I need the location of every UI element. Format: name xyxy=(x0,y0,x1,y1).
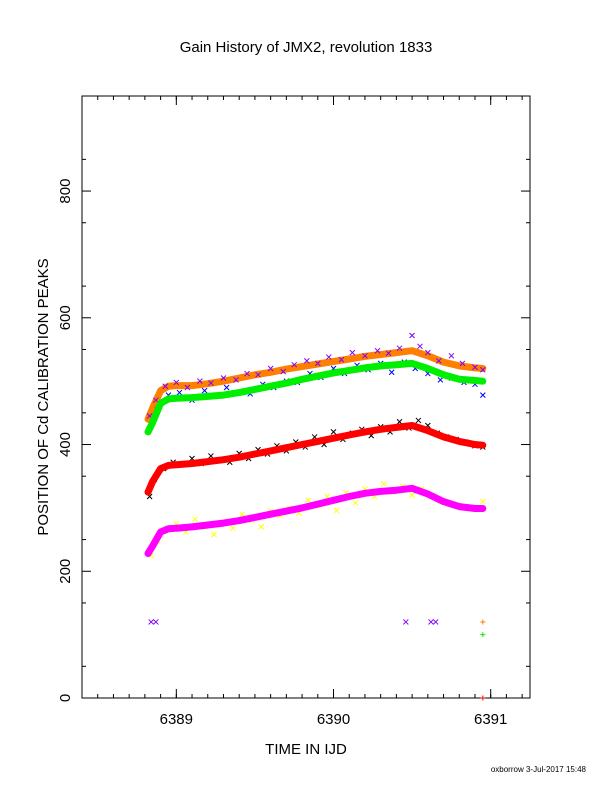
series-0-curve xyxy=(144,347,487,423)
series-1-point xyxy=(448,352,455,359)
x-axis-label: TIME IN IJD xyxy=(265,741,347,758)
series-2-point xyxy=(437,377,444,383)
series-1-point xyxy=(267,365,274,372)
series-6-point xyxy=(239,511,246,518)
series-5-curve xyxy=(144,422,487,496)
series-6-point xyxy=(230,525,236,532)
series-1-point xyxy=(291,361,298,368)
x-tick-label: 6391 xyxy=(474,711,507,728)
series-2-point xyxy=(223,384,230,391)
series-1-point xyxy=(184,384,191,391)
credit-text: oxborrow 3-Jul-2017 15:48 xyxy=(491,765,587,774)
series-6-point xyxy=(380,480,387,487)
series-1-point xyxy=(396,345,403,352)
series-1-point xyxy=(349,349,356,356)
series-10-point xyxy=(480,632,486,638)
series-1-point xyxy=(385,350,392,357)
series-1-point xyxy=(472,364,478,371)
series-2-point xyxy=(479,392,486,398)
series-8-point xyxy=(432,619,439,625)
series-1-point xyxy=(173,379,180,386)
series-1-point xyxy=(244,370,250,377)
series-6-point xyxy=(333,507,340,514)
series-11-point xyxy=(480,695,486,701)
series-1-point xyxy=(459,360,466,367)
series-1-point xyxy=(374,347,381,354)
series-8-point xyxy=(153,619,159,625)
series-6-point xyxy=(192,516,199,523)
y-tick-label: 200 xyxy=(57,559,74,584)
x-tick-label: 6389 xyxy=(160,711,193,728)
series-1-point xyxy=(280,368,287,375)
y-tick-label: 800 xyxy=(57,179,74,204)
chart-title: Gain History of JMX2, revolution 1833 xyxy=(180,39,433,56)
plot-frame xyxy=(81,95,531,699)
axes: 6389 6390 6391 0 200 400 600 800 xyxy=(57,96,530,728)
series-1-point xyxy=(417,343,423,350)
series-6-point xyxy=(409,492,415,499)
y-axis-label: POSITION OF Cd CALIBRATION PEAKS xyxy=(35,258,52,535)
series-1-point xyxy=(424,349,431,356)
series-1-point xyxy=(479,366,486,373)
series-2-point xyxy=(201,387,208,394)
series-7-curve xyxy=(144,484,487,557)
series-6-point xyxy=(479,498,486,505)
series-8-point xyxy=(428,619,434,625)
series-1-point xyxy=(362,352,368,359)
series-9-point xyxy=(480,619,486,625)
series-1-point xyxy=(208,380,214,386)
series-1-point xyxy=(220,375,227,381)
series-1-point xyxy=(303,358,310,364)
series-6-point xyxy=(305,497,312,504)
series-8-point xyxy=(402,619,409,625)
series-2-point xyxy=(176,389,183,396)
series-1-point xyxy=(435,358,442,364)
series-1-point xyxy=(162,383,169,390)
series-1-point xyxy=(314,360,321,367)
series-2-point xyxy=(388,369,395,376)
series-6-point xyxy=(258,524,265,530)
series-1-point xyxy=(255,371,261,378)
y-tick-label: 400 xyxy=(57,432,74,457)
data-marks xyxy=(144,332,487,701)
series-8-point xyxy=(148,619,155,625)
series-1-point xyxy=(409,332,415,339)
x-tick-label: 6390 xyxy=(317,711,350,728)
y-tick-label: 0 xyxy=(57,694,74,702)
series-6-point xyxy=(211,531,217,538)
series-3-curve xyxy=(144,359,487,436)
series-4-point xyxy=(415,417,422,424)
series-1-point xyxy=(325,354,332,360)
series-1-point xyxy=(197,378,203,385)
series-1-point xyxy=(338,356,345,363)
y-tick-label: 600 xyxy=(57,305,74,330)
series-1-point xyxy=(233,377,239,383)
series-4-point xyxy=(330,428,337,435)
series-6-point xyxy=(352,499,359,506)
